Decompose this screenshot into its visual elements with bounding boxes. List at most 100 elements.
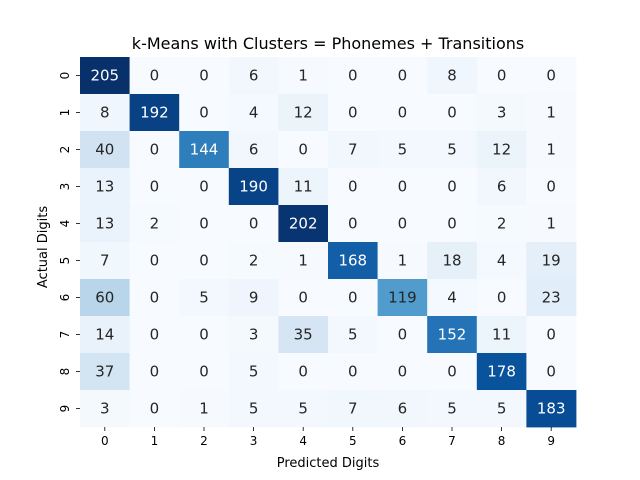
heatmap-cell [129, 205, 180, 243]
cell-value-label: 205 [90, 67, 119, 85]
heatmap-cell [228, 390, 279, 428]
cell-value-label: 0 [199, 363, 209, 381]
x-axis-ticks: 0 1 2 3 4 5 6 7 8 9 [101, 427, 555, 448]
cell-value-label: 0 [199, 215, 209, 233]
heatmap-cell [526, 316, 577, 354]
heatmap-cell [278, 242, 329, 280]
cell-value-label: 23 [542, 289, 561, 307]
heatmap-cell [526, 390, 577, 428]
y-tick-label: 2 [58, 146, 72, 154]
cell-value-label: 152 [438, 326, 467, 344]
cell-value-label: 3 [249, 326, 259, 344]
heatmap-cell [228, 168, 279, 206]
heatmap-cell [179, 94, 230, 132]
heatmap-cell [129, 353, 180, 391]
cell-value-label: 0 [398, 215, 408, 233]
cell-value-label: 5 [497, 400, 507, 418]
y-tick-label: 8 [58, 368, 72, 376]
cell-value-label: 11 [492, 326, 511, 344]
cell-value-label: 14 [95, 326, 114, 344]
heatmap-cell [476, 57, 527, 95]
x-tick-label: 5 [349, 434, 357, 448]
heatmap-cell [228, 242, 279, 280]
cell-value-label: 5 [249, 400, 259, 418]
cell-value-label: 0 [150, 67, 160, 85]
heatmap-cell [179, 390, 230, 428]
heatmap-cell [228, 94, 279, 132]
heatmap-cell [526, 168, 577, 206]
heatmap-cell [476, 353, 527, 391]
y-tick-label: 9 [58, 405, 72, 413]
heatmap-cell [278, 168, 329, 206]
cell-value-label: 0 [447, 215, 457, 233]
heatmap-cell [278, 57, 329, 95]
cell-value-label: 40 [95, 141, 114, 159]
cell-value-label: 0 [348, 104, 358, 122]
heatmap-cell [427, 168, 478, 206]
cell-value-label: 0 [497, 67, 507, 85]
heatmap-cell [377, 316, 428, 354]
heatmap-cell [80, 242, 130, 280]
heatmap-cell [179, 242, 230, 280]
cell-value-label: 1 [298, 67, 308, 85]
cell-value-label: 183 [537, 400, 566, 418]
cell-value-label: 12 [492, 141, 511, 159]
cell-value-label: 9 [249, 289, 259, 307]
heatmap-cell [80, 390, 130, 428]
heatmap-cell [129, 57, 180, 95]
cell-value-label: 0 [199, 326, 209, 344]
heatmap-cell [526, 94, 577, 132]
heatmap-cell [526, 242, 577, 280]
heatmap-cell [179, 279, 230, 317]
heatmap-cell [427, 316, 478, 354]
heatmap-cell [228, 316, 279, 354]
cell-value-label: 60 [95, 289, 114, 307]
cell-value-label: 119 [388, 289, 417, 307]
cell-value-label: 202 [289, 215, 318, 233]
heatmap-cell [228, 131, 279, 169]
cell-value-label: 6 [249, 67, 259, 85]
heatmap-cell [377, 242, 428, 280]
cell-value-label: 6 [497, 178, 507, 196]
heatmap-cell [80, 316, 130, 354]
heatmap-cell [377, 168, 428, 206]
heatmap-cell [80, 168, 130, 206]
cell-value-label: 0 [249, 215, 259, 233]
heatmap-cell [278, 94, 329, 132]
heatmap-cell [427, 279, 478, 317]
y-tick-label: 7 [58, 331, 72, 339]
cell-value-label: 2 [249, 252, 259, 270]
heatmap-cell [476, 390, 527, 428]
cell-value-label: 3 [100, 400, 110, 418]
cell-value-label: 13 [95, 178, 114, 196]
cell-value-label: 0 [298, 363, 308, 381]
x-tick-label: 0 [101, 434, 109, 448]
heatmap-cell [80, 94, 130, 132]
y-tick-label: 6 [58, 294, 72, 302]
cell-value-label: 0 [447, 178, 457, 196]
heatmap-cell [476, 316, 527, 354]
x-axis-label: Predicted Digits [277, 456, 380, 471]
cell-value-label: 6 [249, 141, 259, 159]
cell-value-label: 8 [100, 104, 110, 122]
y-axis-ticks: 0 1 2 3 4 5 6 7 8 9 [58, 72, 80, 413]
cell-value-label: 0 [150, 289, 160, 307]
x-tick-label: 9 [547, 434, 555, 448]
heatmap-cell [328, 168, 378, 206]
cell-value-label: 0 [546, 67, 556, 85]
x-tick-label: 2 [200, 434, 208, 448]
heatmap-cell [179, 57, 230, 95]
heatmap-cell [476, 94, 527, 132]
heatmap-cell [179, 131, 230, 169]
cell-value-label: 0 [546, 178, 556, 196]
cell-value-label: 19 [542, 252, 561, 270]
y-tick-label: 1 [58, 109, 72, 117]
x-tick-label: 1 [151, 434, 159, 448]
heatmap-cell [427, 131, 478, 169]
cell-value-label: 0 [150, 141, 160, 159]
cell-value-label: 7 [100, 252, 110, 270]
cell-value-label: 0 [398, 178, 408, 196]
cell-value-label: 5 [199, 289, 209, 307]
x-tick-label: 8 [498, 434, 506, 448]
